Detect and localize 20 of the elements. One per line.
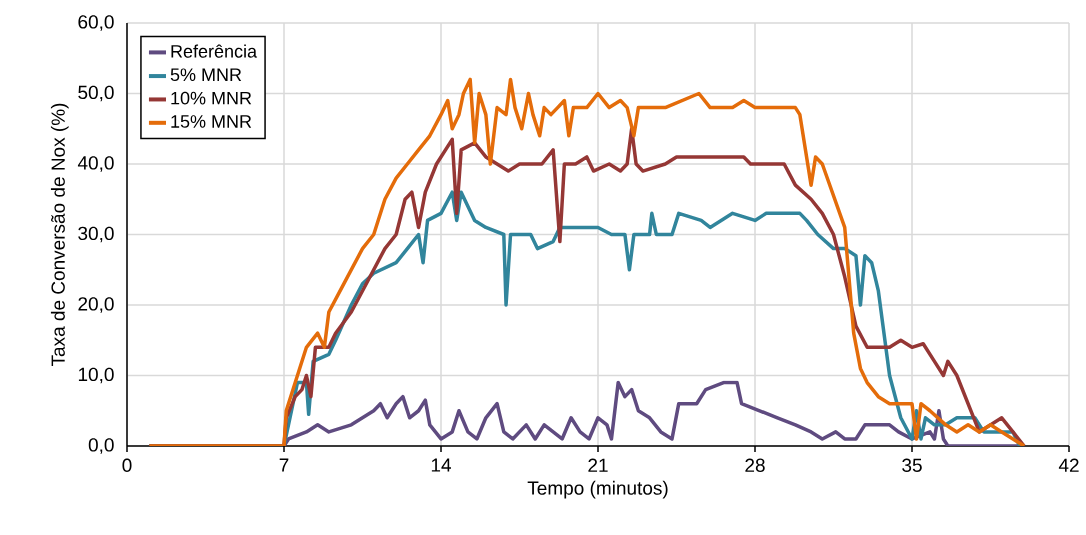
x-axis-title: Tempo (minutos) [527, 480, 668, 499]
y-tick-label: 20,0 [78, 297, 114, 313]
legend-label: 15% MNR [171, 115, 252, 128]
y-tick-label: 0,0 [88, 438, 114, 454]
y-tick-label: 50,0 [78, 85, 114, 102]
x-tick-label: 0 [122, 458, 132, 472]
x-tick-label: 42 [1058, 458, 1079, 472]
x-tick-label: 21 [588, 458, 608, 472]
y-axis-title: Taxa de Conversão de Nox (%) [50, 103, 69, 367]
y-tick-label: 60,0 [78, 15, 114, 31]
legend-label: 10% MNR [171, 91, 252, 105]
x-tick-label: 28 [745, 458, 765, 472]
legend-label: 5% MNR [170, 68, 242, 82]
x-tick-label: 7 [279, 458, 289, 472]
x-tick-label: 35 [902, 458, 922, 472]
legend-label: Referência [171, 44, 258, 58]
x-tick-label: 14 [431, 458, 452, 472]
y-tick-label: 30,0 [78, 226, 114, 243]
y-tick-label: 40,0 [77, 156, 114, 172]
y-tick-label: 10,0 [78, 367, 114, 384]
